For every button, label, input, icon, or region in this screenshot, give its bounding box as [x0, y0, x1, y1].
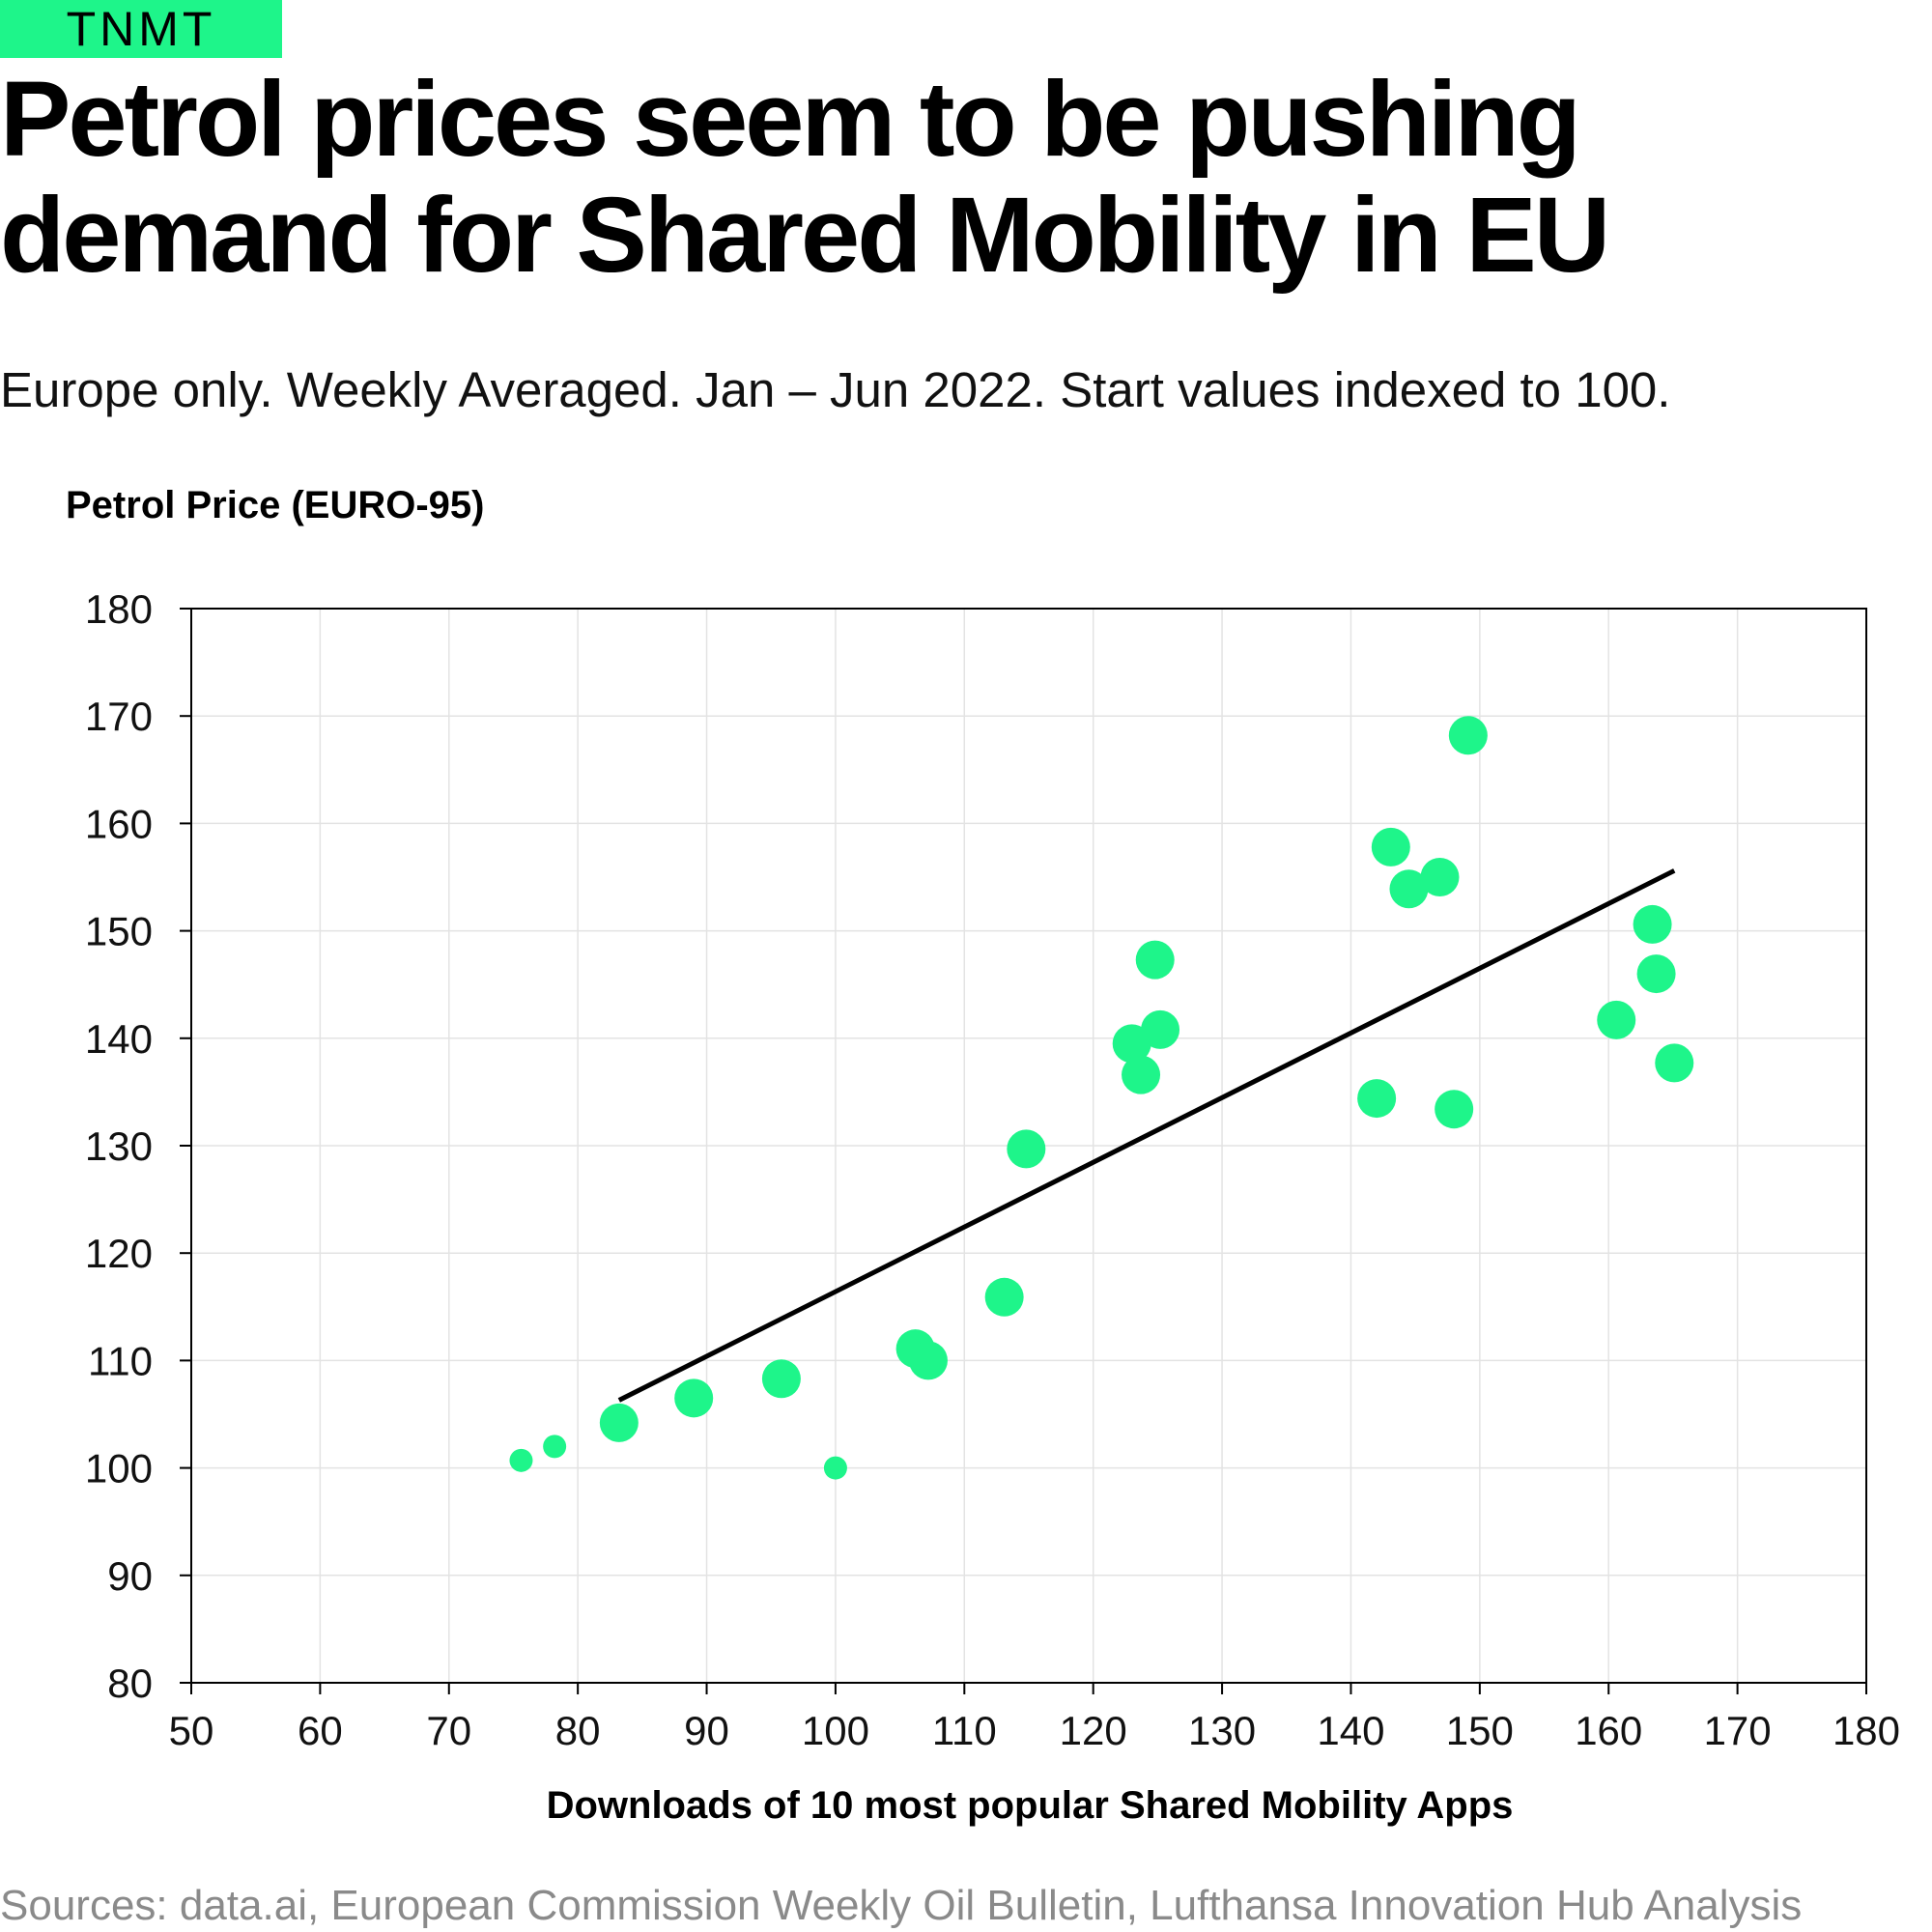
brand-logo: TNMT — [0, 0, 282, 58]
data-point — [1122, 1055, 1161, 1094]
data-point — [674, 1378, 714, 1418]
x-tick-label: 100 — [802, 1708, 869, 1753]
sources-note: Sources: data.ai, European Commission We… — [0, 1882, 1803, 1929]
tick-labels: 50 60 70 80 90 100 110 120 130 140 150 160 170 180 80 9… — [85, 586, 1900, 1753]
data-point — [1389, 869, 1429, 909]
data-point — [1371, 827, 1410, 867]
data-point — [1597, 1000, 1636, 1039]
y-tick-label: 140 — [85, 1016, 153, 1062]
axis-ticks — [180, 608, 1867, 1694]
data-point — [823, 1456, 847, 1480]
y-tick-label: 170 — [85, 694, 153, 739]
x-tick-label: 80 — [555, 1708, 601, 1753]
data-point — [1633, 904, 1672, 944]
x-tick-label: 70 — [426, 1708, 471, 1753]
data-point — [1357, 1079, 1397, 1119]
y-tick-label: 90 — [107, 1553, 153, 1599]
y-axis-label: Petrol Price (EURO-95) — [66, 484, 484, 526]
data-point — [1007, 1129, 1046, 1169]
x-tick-label: 110 — [932, 1708, 997, 1753]
x-tick-label: 50 — [169, 1708, 214, 1753]
data-point — [1636, 954, 1676, 994]
x-axis-label: Downloads of 10 most popular Shared Mobi… — [547, 1784, 1514, 1827]
scatter-chart: 50 60 70 80 90 100 110 120 130 140 150 160 170 180 80 9… — [66, 484, 1900, 1827]
chart-title: Petrol prices seem to be pushing demand … — [0, 60, 1610, 295]
x-tick-label: 160 — [1575, 1708, 1642, 1753]
x-tick-label: 140 — [1317, 1708, 1384, 1753]
data-point — [1435, 1090, 1474, 1129]
x-tick-label: 60 — [298, 1708, 343, 1753]
y-tick-label: 120 — [85, 1231, 153, 1276]
x-tick-label: 90 — [684, 1708, 729, 1753]
data-point — [761, 1359, 801, 1399]
chart-subtitle: Europe only. Weekly Averaged. Jan – Jun … — [0, 362, 1671, 417]
y-tick-label: 130 — [85, 1123, 153, 1169]
y-tick-label: 160 — [85, 801, 153, 846]
x-tick-label: 170 — [1704, 1708, 1772, 1753]
data-point — [1655, 1043, 1694, 1083]
y-tick-label: 100 — [85, 1446, 153, 1492]
data-points — [509, 716, 1694, 1480]
y-tick-label: 150 — [85, 909, 153, 954]
y-tick-label: 80 — [107, 1661, 153, 1706]
x-tick-label: 130 — [1188, 1708, 1256, 1753]
x-tick-label: 150 — [1446, 1708, 1514, 1753]
data-point — [1448, 716, 1488, 755]
data-point — [908, 1341, 948, 1380]
data-point — [599, 1403, 639, 1442]
trendline — [617, 868, 1676, 1403]
data-point — [1135, 940, 1175, 980]
data-point — [543, 1435, 567, 1459]
x-tick-label: 180 — [1833, 1708, 1900, 1753]
data-point — [1141, 1009, 1180, 1049]
data-point — [509, 1448, 533, 1472]
y-tick-label: 180 — [85, 586, 153, 632]
data-point — [984, 1277, 1024, 1317]
brand-logo-text: TNMT — [66, 2, 216, 56]
y-tick-label: 110 — [88, 1338, 153, 1383]
x-tick-label: 120 — [1060, 1708, 1127, 1753]
data-point — [1420, 858, 1460, 896]
